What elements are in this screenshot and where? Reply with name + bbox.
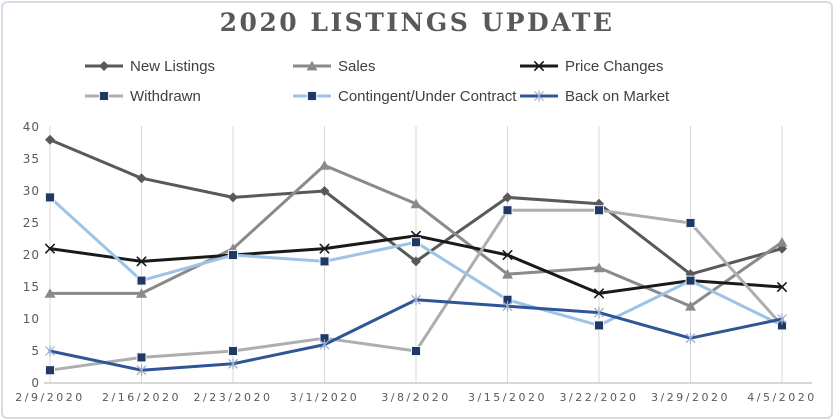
point-price-changes-8 [777,282,787,292]
point-back-on-market-2 [228,358,238,370]
point-withdrawn-2 [228,346,238,356]
point-sales-4 [410,198,422,209]
x-tick-label-4-5-2020: 4/5/2020 [747,391,817,404]
legend-row-2: Withdrawn Contingent/Under Contract Back o… [0,86,834,108]
point-price-changes-5 [502,250,513,260]
x-tick-label-3-22-2020: 3/22/2020 [559,391,639,404]
x-tick-label-2-23-2020: 2/23/2020 [193,391,273,404]
point-sales-8 [776,237,788,247]
legend-label: New Listings [130,57,216,75]
point-contingent-under-contract-3 [319,256,330,267]
point-price-changes-0 [45,243,55,254]
legend-row-1: New Listings Sales Price Changes [0,56,834,78]
legend-item-price-changes: Price Changes [520,56,663,76]
point-withdrawn-4 [411,346,421,356]
x-tick-label-2-16-2020: 2/16/2020 [102,391,181,404]
x-tick-label-3-8-2020: 3/8/2020 [381,391,451,404]
point-new-listings-4 [411,256,421,267]
legend-label: Withdrawn [130,87,201,105]
legend-label: Sales [338,57,376,75]
x-tick-label-2-9-2020: 2/9/2020 [15,391,85,404]
point-new-listings-0 [45,134,55,145]
y-tick-label-0: 0 [31,376,40,390]
y-tick-label-30: 30 [22,184,40,198]
point-price-changes-6 [594,288,604,299]
point-new-listings-5 [502,192,513,203]
y-tick-label-35: 35 [22,152,40,166]
series-back-on-market [45,294,787,376]
legend-label: Back on Market [565,87,670,105]
chart-legend: New Listings Sales Price Changes Withdrawn… [0,54,834,114]
legend-item-back-on-market: Back on Market [520,86,669,106]
point-new-listings-2 [228,192,238,203]
y-tick-label-10: 10 [22,312,40,326]
point-contingent-under-contract-0 [45,192,55,203]
point-back-on-market-5 [502,300,513,312]
point-withdrawn-5 [502,205,513,216]
point-back-on-market-4 [411,294,421,306]
y-tick-label-5: 5 [31,344,40,358]
legend-item-withdrawn: Withdrawn [85,86,201,106]
point-withdrawn-7 [685,218,696,228]
chart-title: 2020 LISTINGS UPDATE [219,8,615,37]
point-withdrawn-6 [594,205,604,216]
y-tick-label-15: 15 [22,280,40,294]
point-sales-0 [44,288,56,298]
point-price-changes-1 [136,256,147,267]
x-tick-label-3-15-2020: 3/15/2020 [468,391,547,404]
point-withdrawn-1 [136,352,147,363]
point-contingent-under-contract-1 [136,275,147,286]
legend-marker-diamond-icon [85,61,123,71]
y-tick-label-20: 20 [22,248,40,262]
legend-item-contingent-under-contract: Contingent/Under Contract [293,86,516,106]
point-sales-6 [593,262,605,273]
point-withdrawn-0 [45,365,55,376]
x-tick-label-3-1-2020: 3/1/2020 [289,391,360,404]
point-contingent-under-contract-6 [594,320,604,331]
point-new-listings-3 [319,186,330,196]
legend-item-new-listings: New Listings [85,56,215,76]
point-sales-7 [685,301,696,311]
x-tick-label-3-29-2020: 3/29/2020 [651,391,730,404]
legend-marker-square-icon [85,91,123,101]
point-sales-3 [319,160,330,170]
vertical-gridlines [49,126,783,383]
legend-label: Contingent/Under Contract [338,87,517,105]
legend-label: Price Changes [565,57,664,75]
point-new-listings-1 [136,173,147,184]
y-tick-label-40: 40 [22,120,40,134]
legend-marker-x-icon [520,61,558,71]
legend-item-sales: Sales [293,56,376,76]
y-tick-label-25: 25 [22,216,40,230]
point-contingent-under-contract-4 [411,237,421,248]
point-contingent-under-contract-7 [685,275,696,286]
point-back-on-market-7 [685,332,696,344]
series-new-listings [45,134,787,280]
point-sales-1 [136,288,147,298]
point-back-on-market-0 [45,345,55,357]
legend-marker-triangle-icon [293,60,331,71]
series-withdrawn [45,205,787,376]
series-contingent-under-contract [45,192,787,331]
point-contingent-under-contract-2 [228,250,238,260]
point-back-on-market-3 [319,339,330,351]
point-price-changes-3 [319,243,330,254]
legend-marker-square-icon [293,91,331,101]
legend-marker-star-icon [520,90,558,102]
point-back-on-market-1 [136,364,147,376]
point-back-on-market-8 [777,313,787,325]
point-sales-5 [502,269,513,279]
point-back-on-market-6 [594,307,604,319]
